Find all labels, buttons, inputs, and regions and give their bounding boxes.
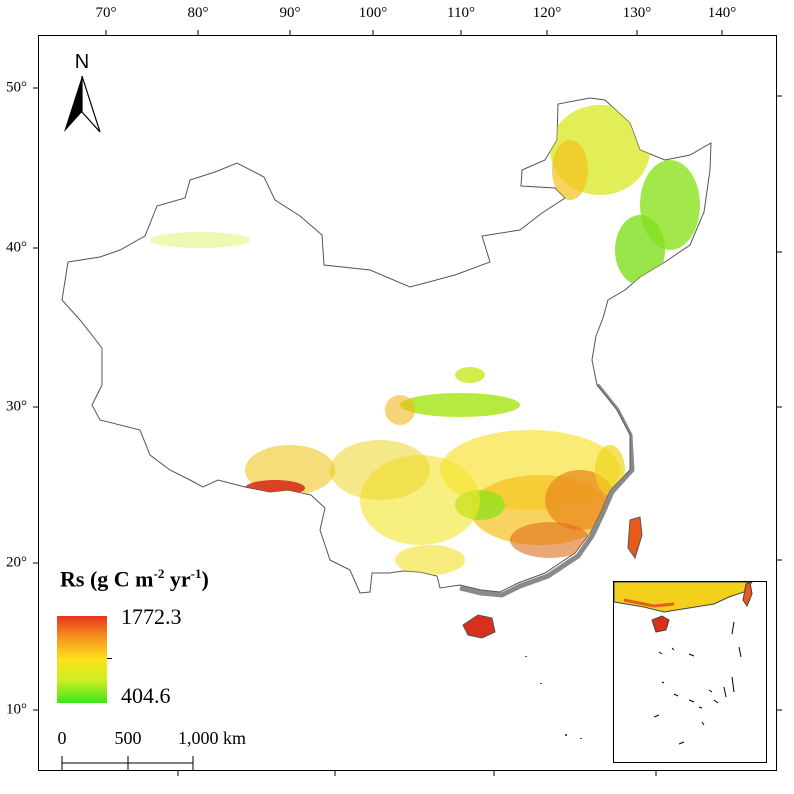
scale-label-0: 0 <box>57 728 67 748</box>
scale-label-1000: 1,000 km <box>177 728 247 748</box>
scale-label-500: 500 <box>114 728 142 748</box>
taiwan-island <box>627 516 643 560</box>
rs-surface <box>150 105 700 575</box>
legend-min-value: 404.6 <box>121 683 171 708</box>
latitude-label-50: 50° <box>6 79 27 96</box>
hainan-island <box>462 614 496 639</box>
map-frame <box>38 35 777 771</box>
longitude-label-120: 120° <box>532 5 562 21</box>
latitude-label-10: 10° <box>6 701 27 718</box>
frame-ticks <box>33 30 782 776</box>
longitude-label-70: 70° <box>95 5 117 21</box>
legend-tick <box>107 658 112 659</box>
latitude-label-30: 30° <box>6 398 27 415</box>
longitude-label-80: 80° <box>187 5 209 21</box>
longitude-label-100: 100° <box>358 5 388 21</box>
longitude-label-140: 140° <box>707 5 737 21</box>
legend-title: Rs (g C m-2 yr-1) <box>60 566 209 592</box>
south-china-sea-inset <box>613 581 767 763</box>
latitude-label-20: 20° <box>6 554 27 571</box>
longitude-label-90: 90° <box>279 5 301 21</box>
north-arrow-icon <box>64 75 101 133</box>
longitude-label-130: 130° <box>622 5 652 21</box>
island-dots <box>525 656 582 739</box>
inset-map <box>614 582 753 745</box>
legend-color-ramp <box>57 616 107 703</box>
latitude-label-40: 40° <box>6 239 27 256</box>
north-label: N <box>75 51 89 73</box>
scale-bar <box>61 756 194 770</box>
longitude-label-110: 110° <box>447 5 475 21</box>
legend-max-value: 1772.3 <box>121 604 182 629</box>
